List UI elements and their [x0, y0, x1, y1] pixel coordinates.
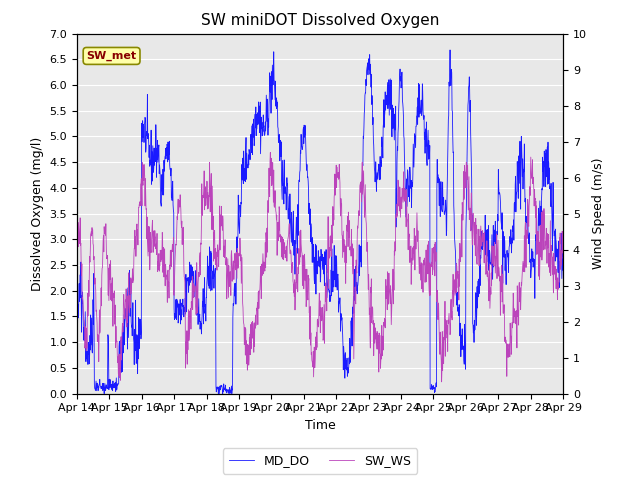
Line: SW_WS: SW_WS [77, 153, 563, 382]
Y-axis label: Wind Speed (m/s): Wind Speed (m/s) [593, 158, 605, 269]
Text: SW_met: SW_met [86, 51, 137, 61]
Title: SW miniDOT Dissolved Oxygen: SW miniDOT Dissolved Oxygen [201, 13, 439, 28]
Y-axis label: Dissolved Oxygen (mg/l): Dissolved Oxygen (mg/l) [31, 136, 44, 291]
X-axis label: Time: Time [305, 419, 335, 432]
Legend: MD_DO, SW_WS: MD_DO, SW_WS [223, 448, 417, 474]
Line: MD_DO: MD_DO [77, 50, 563, 394]
